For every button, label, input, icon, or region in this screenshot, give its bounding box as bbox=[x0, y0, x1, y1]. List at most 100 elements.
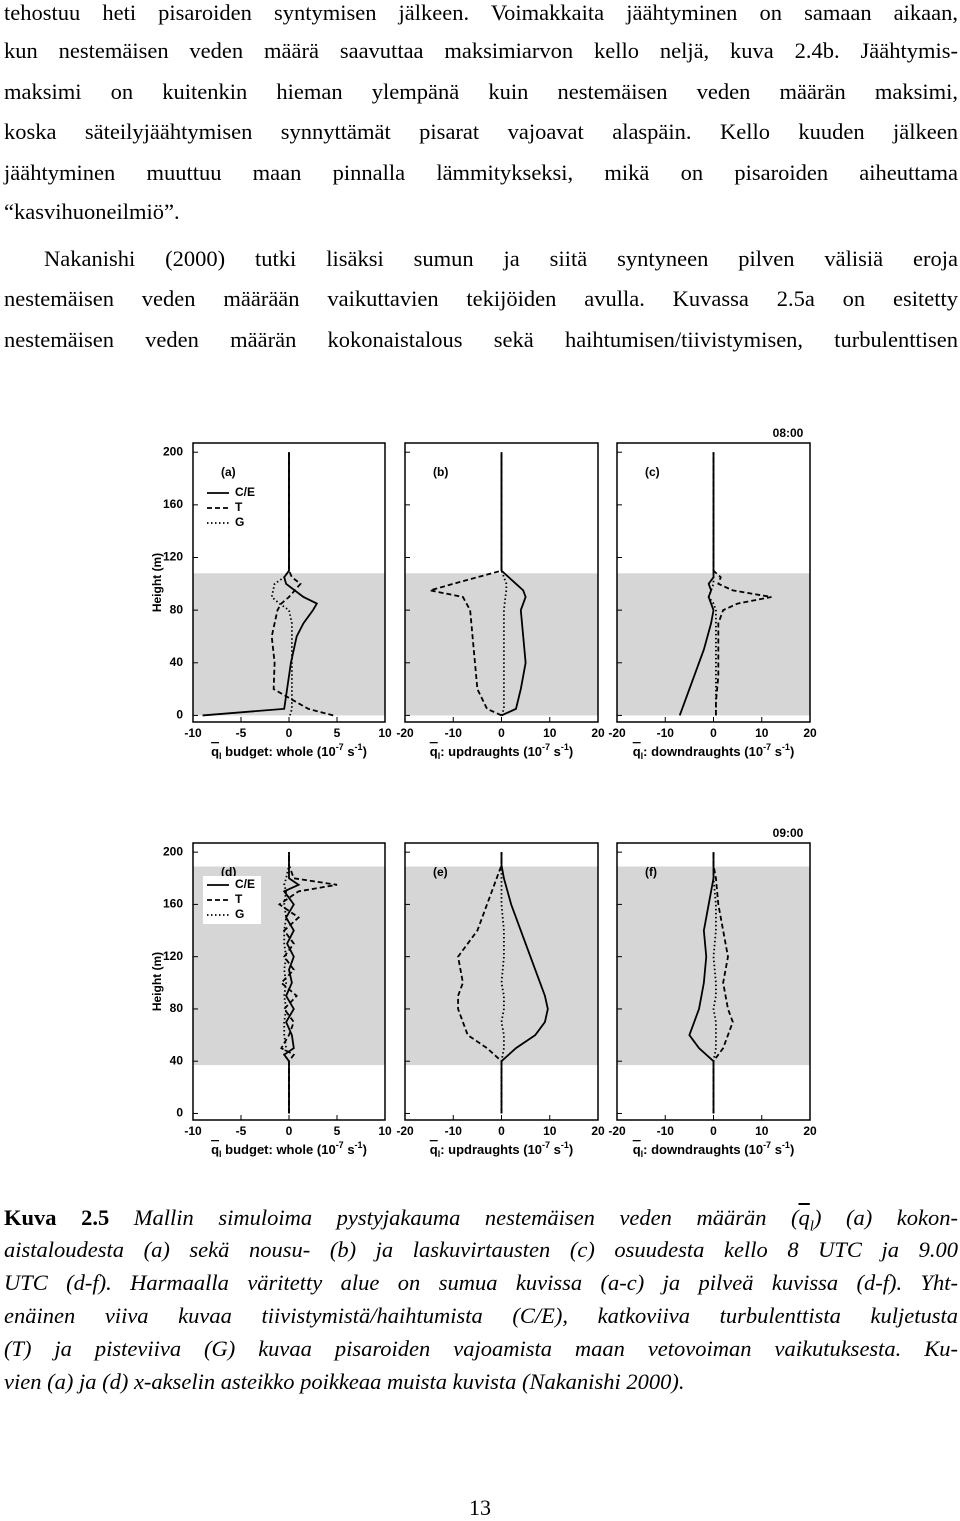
x-tick-label: -10 bbox=[184, 1124, 202, 1138]
x-axis-label-part: l bbox=[438, 1149, 441, 1159]
x-axis-label-part: q bbox=[430, 744, 438, 759]
x-axis-label-part: -7 bbox=[542, 1140, 550, 1150]
x-axis-label-part: : updraughts (10 bbox=[440, 744, 542, 759]
text-line: jäähtyminen muuttuu maan pinnalla lämmit… bbox=[4, 160, 958, 185]
x-axis-label-part: q bbox=[430, 1142, 438, 1157]
text-line: “kasvihuoneilmiö”. bbox=[4, 199, 180, 224]
x-axis-label-part: -1 bbox=[561, 742, 569, 752]
text-line: koska säteilyjäähtymisen synnyttämät pis… bbox=[4, 119, 958, 144]
profile-line bbox=[282, 852, 301, 1114]
shaded-region bbox=[405, 573, 598, 716]
x-axis-label-part: q bbox=[211, 1142, 219, 1157]
caption-label: Kuva 2.5 bbox=[4, 1205, 110, 1230]
x-axis-label: ql budget: whole (10-7 s-1) bbox=[211, 742, 367, 761]
panel-label: (d) bbox=[221, 865, 236, 879]
x-axis-label-part: -7 bbox=[336, 1140, 344, 1150]
y-axis-label: Height (m) bbox=[150, 952, 164, 1011]
x-tick-label: 10 bbox=[543, 726, 557, 740]
x-axis-label-part: s bbox=[344, 744, 355, 759]
caption-line: enäinen viiva kuvaa tiivistymistä/haihtu… bbox=[4, 1303, 958, 1328]
shaded-region bbox=[617, 573, 810, 716]
text-line: kun nestemäisen veden määrä saavuttaa ma… bbox=[4, 38, 958, 63]
y-tick-label: 0 bbox=[176, 708, 183, 722]
x-axis-label-part: -7 bbox=[763, 742, 771, 752]
legend-label: G bbox=[235, 515, 244, 529]
x-axis-label-part: l bbox=[641, 751, 644, 761]
x-axis-label-part: l bbox=[219, 751, 222, 761]
x-axis-label-part: q bbox=[211, 744, 219, 759]
x-axis-label-part: -7 bbox=[763, 1140, 771, 1150]
x-tick-label: 5 bbox=[334, 726, 341, 740]
x-axis-label-part: ) bbox=[363, 744, 367, 759]
legend-label: C/E bbox=[235, 877, 255, 891]
x-axis-label-part: ) bbox=[569, 744, 573, 759]
y-axis-label: Height (m) bbox=[150, 553, 164, 612]
x-tick-label: 5 bbox=[334, 1124, 341, 1138]
x-axis-label-part: -1 bbox=[355, 1140, 363, 1150]
time-label: 09:00 bbox=[773, 826, 804, 840]
profile-line bbox=[283, 852, 290, 1114]
shaded-region bbox=[405, 866, 598, 1066]
x-axis-label-part: -7 bbox=[336, 742, 344, 752]
panel-label: (e) bbox=[433, 865, 448, 879]
x-axis-label-part: -7 bbox=[542, 742, 550, 752]
x-tick-label: 10 bbox=[755, 726, 769, 740]
x-axis-label-part: l bbox=[641, 1149, 644, 1159]
caption-symbol: q bbox=[798, 1205, 810, 1230]
x-axis-label-part: ) bbox=[790, 744, 794, 759]
panel-label: (c) bbox=[645, 465, 660, 479]
caption-line: vien (a) ja (d) x-akselin asteikko poikk… bbox=[4, 1369, 685, 1394]
legend-label: T bbox=[235, 892, 243, 906]
x-tick-label: -10 bbox=[657, 1124, 675, 1138]
caption-text: ) (a) kokon- bbox=[813, 1205, 958, 1230]
caption-text: Mallin simuloima pystyjakauma nestemäise… bbox=[133, 1205, 799, 1230]
x-tick-label: 20 bbox=[803, 726, 817, 740]
text-line: nestemäisen veden määrän kokonaistalous … bbox=[4, 327, 958, 352]
legend-box bbox=[203, 876, 261, 924]
y-tick-label: 200 bbox=[163, 444, 183, 458]
profile-line bbox=[277, 852, 338, 1114]
text-line: Nakanishi (2000) tutki lisäksi sumun ja … bbox=[44, 246, 958, 271]
page-number: 13 bbox=[469, 1495, 491, 1520]
profile-line bbox=[707, 452, 717, 716]
profile-line bbox=[712, 852, 717, 1114]
x-axis-label-part: -1 bbox=[782, 742, 790, 752]
caption-line: Kuva 2.5 Mallin simuloima pystyjakauma n… bbox=[4, 1205, 958, 1240]
y-tick-label: 160 bbox=[163, 897, 183, 911]
x-tick-label: 0 bbox=[498, 726, 505, 740]
panel-label: (b) bbox=[433, 465, 448, 479]
x-tick-label: -5 bbox=[236, 1124, 247, 1138]
x-axis-label-part: s bbox=[344, 1142, 355, 1157]
profile-line bbox=[500, 452, 527, 717]
profile-line bbox=[202, 452, 319, 717]
y-tick-label: 200 bbox=[163, 844, 183, 858]
x-tick-label: 0 bbox=[710, 726, 717, 740]
x-axis-label-part: ) bbox=[790, 1142, 794, 1157]
x-tick-label: -5 bbox=[236, 726, 247, 740]
y-tick-label: 80 bbox=[170, 602, 184, 616]
profile-line bbox=[500, 852, 505, 1114]
x-tick-label: -20 bbox=[396, 1124, 414, 1138]
text-line: tehostuu heti pisaroiden syntymisen jälk… bbox=[4, 0, 958, 25]
x-tick-label: -10 bbox=[184, 726, 202, 740]
legend-label: T bbox=[235, 500, 243, 514]
x-axis-label: ql: updraughts (10-7 s-1) bbox=[430, 1140, 574, 1159]
legend-label: G bbox=[235, 907, 244, 921]
y-tick-label: 0 bbox=[176, 1106, 183, 1120]
x-tick-label: 10 bbox=[543, 1124, 557, 1138]
y-tick-label: 40 bbox=[170, 1053, 184, 1067]
x-axis-label-part: : updraughts (10 bbox=[440, 1142, 542, 1157]
caption-line: UTC (d-f). Harmaalla väritetty alue on s… bbox=[4, 1270, 958, 1295]
x-axis-label: ql: downdraughts (10-7 s-1) bbox=[633, 742, 795, 761]
x-tick-label: -20 bbox=[396, 726, 414, 740]
x-tick-label: 20 bbox=[803, 1124, 817, 1138]
x-tick-label: 0 bbox=[710, 1124, 717, 1138]
profile-line bbox=[688, 852, 715, 1114]
y-tick-label: 120 bbox=[163, 550, 183, 564]
x-tick-label: 0 bbox=[286, 1124, 293, 1138]
caption-line: aistaloudesta (a) sekä nousu- (b) ja las… bbox=[4, 1237, 958, 1262]
x-tick-label: -10 bbox=[445, 726, 463, 740]
y-tick-label: 40 bbox=[170, 655, 184, 669]
legend-label: C/E bbox=[235, 485, 255, 499]
